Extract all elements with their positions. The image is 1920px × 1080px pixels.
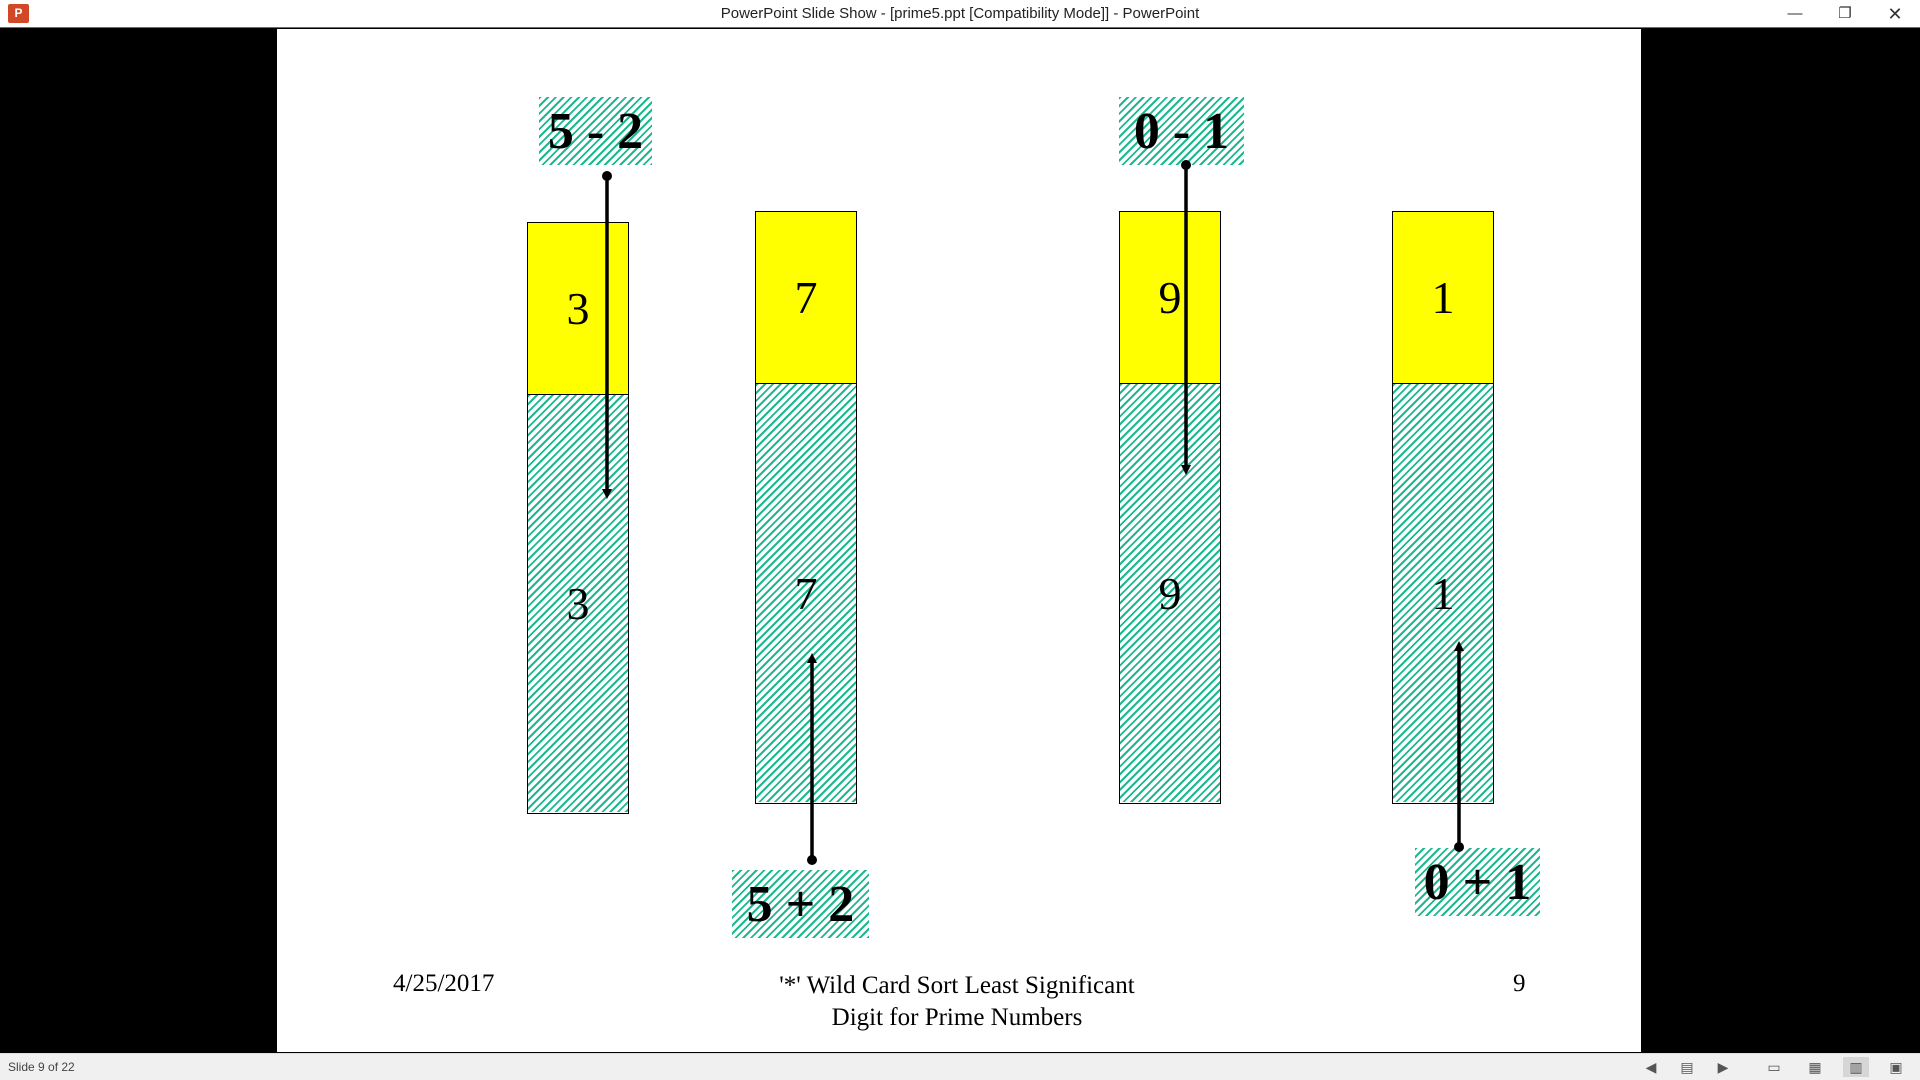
slide-canvas[interactable]: 3 3 7 7 9 9 1 1 5 - 2 0 - 1 5 + 2 0 + 1 (277, 29, 1641, 1052)
reading-view-icon[interactable]: ▥ (1843, 1057, 1869, 1077)
previous-slide-icon[interactable]: ◀ (1645, 1059, 1657, 1075)
title-bar: P PowerPoint Slide Show - [prime5.ppt [C… (0, 0, 1920, 28)
restore-button[interactable]: ❐ (1838, 5, 1852, 22)
digit-column-3: 9 9 (1119, 211, 1221, 804)
top-digit-cell: 1 (1393, 212, 1493, 383)
top-digit-cell: 3 (528, 223, 628, 394)
slide-indicator: Slide 9 of 22 (8, 1060, 75, 1074)
digit-column-4: 1 1 (1392, 211, 1494, 804)
next-slide-icon[interactable]: ▶ (1717, 1059, 1729, 1075)
footer-date: 4/25/2017 (393, 970, 495, 997)
status-bar: Slide 9 of 22 ◀ ▤ ▶ ▭ ▦ ▥ ▣ (0, 1053, 1920, 1080)
powerpoint-app-icon[interactable]: P (8, 4, 29, 23)
bottom-digit-cell: 3 (528, 394, 628, 812)
close-button[interactable]: ✕ (1887, 4, 1903, 24)
top-digit-cell: 7 (756, 212, 856, 383)
footer-title: '*' Wild Card Sort Least Significant Dig… (707, 970, 1207, 1034)
slide-sorter-icon[interactable]: ▦ (1808, 1059, 1822, 1075)
normal-view-icon[interactable]: ▭ (1767, 1059, 1781, 1075)
minimize-button[interactable]: — (1787, 5, 1803, 22)
slide-menu-icon[interactable]: ▤ (1680, 1059, 1694, 1075)
window-title: PowerPoint Slide Show - [prime5.ppt [Com… (720, 5, 1200, 22)
label-zero-minus-one: 0 - 1 (1119, 97, 1244, 165)
digit-column-1: 3 3 (527, 222, 629, 814)
footer-page-number: 9 (1513, 970, 1526, 997)
slide-show-icon[interactable]: ▣ (1889, 1059, 1903, 1075)
top-digit-cell: 9 (1120, 212, 1220, 383)
bottom-digit-cell: 7 (756, 383, 856, 802)
bottom-digit-cell: 9 (1120, 383, 1220, 802)
label-zero-plus-one: 0 + 1 (1415, 848, 1540, 916)
label-five-minus-two: 5 - 2 (539, 97, 652, 165)
footer-title-line-2: Digit for Prime Numbers (831, 1004, 1083, 1031)
footer-title-line-1: '*' Wild Card Sort Least Significant (779, 972, 1135, 999)
label-five-plus-two: 5 + 2 (732, 870, 869, 938)
bottom-digit-cell: 1 (1393, 383, 1493, 802)
digit-column-2: 7 7 (755, 211, 857, 804)
